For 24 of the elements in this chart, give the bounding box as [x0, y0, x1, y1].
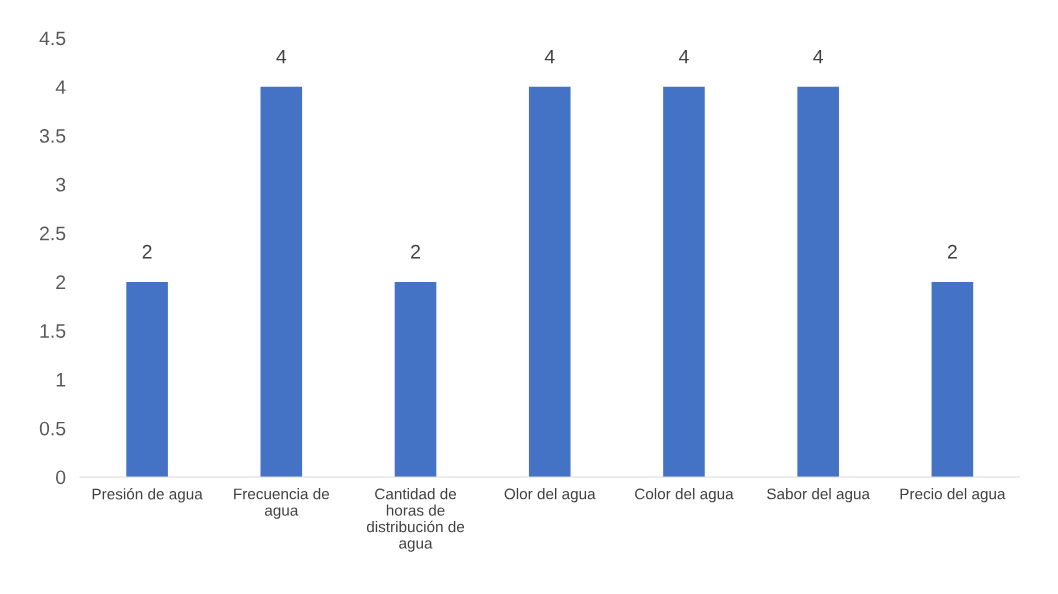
data-label: 2	[411, 244, 420, 259]
x-tick-label: Cantidad de horas de distribución de agua	[366, 488, 465, 552]
data-label: 4	[813, 49, 823, 64]
y-tick-label: 0	[56, 470, 66, 485]
y-tick-label: 4.5	[39, 31, 66, 46]
x-tick-label: Olor del agua	[504, 488, 596, 503]
y-tick-label: 0.5	[39, 421, 66, 436]
y-tick-label: 3.5	[39, 129, 66, 143]
x-tick-label: Sabor del agua	[767, 488, 870, 503]
y-tick-label: 1.5	[40, 324, 66, 338]
x-tick-label: Frecuencia de agua	[234, 488, 330, 519]
x-tick-label: Precio del agua	[900, 488, 1006, 503]
y-tick-label: 2	[56, 275, 66, 289]
data-label: 2	[947, 244, 957, 259]
y-tick-label: 4	[55, 80, 66, 94]
data-label: 2	[142, 244, 152, 259]
x-tick-label: Presión de agua	[92, 488, 203, 503]
y-tick-label: 2.5	[40, 226, 66, 241]
x-tick-label: Color del agua	[635, 488, 734, 503]
y-tick-label: 1	[56, 373, 66, 387]
y-tick-label: 3	[56, 177, 66, 192]
data-label: 4	[678, 49, 689, 64]
data-label: 4	[276, 49, 287, 64]
data-label: 4	[544, 49, 555, 64]
